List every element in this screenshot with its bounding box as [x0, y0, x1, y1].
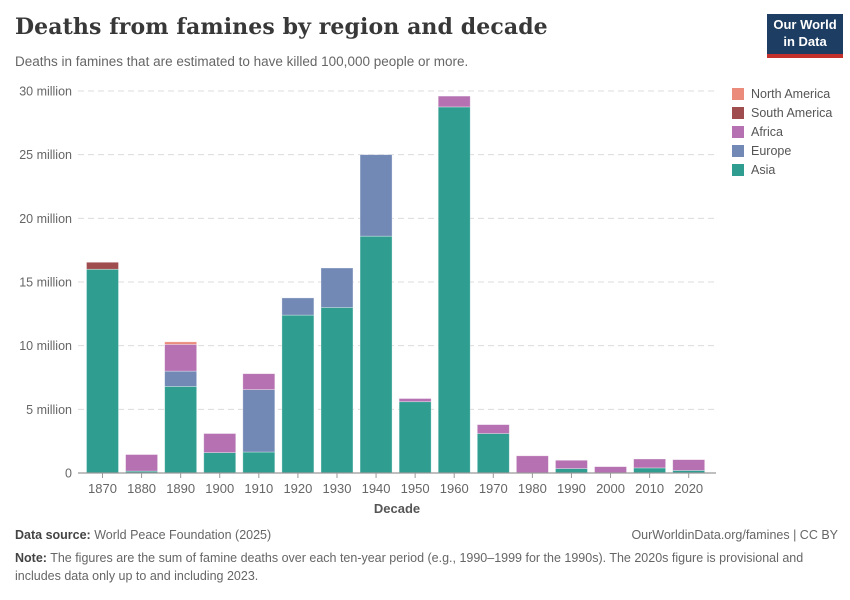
bar-segment-asia-1890[interactable]	[164, 386, 198, 474]
bar-segment-asia-1970[interactable]	[476, 433, 510, 474]
y-axis-tick-label: 20 million	[19, 212, 72, 226]
bar-segment-asia-1990[interactable]	[555, 468, 588, 474]
bar-segment-africa-1970[interactable]	[476, 424, 510, 434]
bar-segment-asia-2010[interactable]	[633, 467, 666, 474]
bar-segment-africa-1980[interactable]	[516, 455, 549, 474]
chart-note-text: The figures are the sum of famine deaths…	[15, 551, 804, 584]
owid-logo-line2: in Data	[783, 34, 827, 49]
x-axis-title: Decade	[374, 501, 420, 516]
bar-segment-africa-1880[interactable]	[125, 454, 158, 472]
x-axis-tick-label: 1880	[127, 481, 156, 496]
chart-note: Note: The figures are the sum of famine …	[15, 549, 838, 585]
legend-item-africa[interactable]: Africa	[732, 125, 832, 139]
bar-segment-asia-1950[interactable]	[398, 401, 432, 474]
x-axis-tick-label: 1910	[244, 481, 273, 496]
y-axis-tick-label: 15 million	[19, 276, 72, 290]
page-subtitle: Deaths in famines that are estimated to …	[15, 54, 469, 69]
y-axis-tick-label: 5 million	[26, 403, 72, 417]
bar-segment-africa-1990[interactable]	[555, 459, 588, 469]
bar-segment-asia-1940[interactable]	[359, 235, 393, 474]
bar-segment-africa-1960[interactable]	[437, 95, 471, 108]
x-axis-tick-label: 1930	[323, 481, 352, 496]
x-axis-tick-label: 1980	[518, 481, 547, 496]
x-axis-tick-label: 2000	[596, 481, 625, 496]
chart-footer: Data source: World Peace Foundation (202…	[15, 528, 838, 585]
y-axis-tick-label: 25 million	[19, 148, 72, 162]
legend-item-europe[interactable]: Europe	[732, 144, 832, 158]
bar-segment-africa-2000[interactable]	[594, 466, 627, 474]
x-axis-tick-label: 1920	[283, 481, 312, 496]
bar-segment-asia-1960[interactable]	[437, 106, 471, 474]
bar-segment-asia-1930[interactable]	[320, 307, 354, 474]
bar-segment-africa-1900[interactable]	[203, 433, 237, 454]
bar-segment-africa-1890[interactable]	[164, 344, 198, 372]
legend-label: South America	[751, 106, 833, 120]
bar-segment-africa-2020[interactable]	[672, 459, 706, 471]
legend-label: Europe	[751, 144, 792, 158]
legend-item-north-america[interactable]: North America	[732, 87, 832, 101]
data-source-label: Data source:	[15, 528, 91, 542]
owid-citation-link[interactable]: OurWorldinData.org/famines | CC BY	[631, 528, 838, 542]
y-axis-tick-label: 10 million	[19, 339, 72, 353]
x-axis-tick-label: 1960	[440, 481, 469, 496]
bar-segment-europe-1920[interactable]	[281, 297, 315, 316]
data-source: Data source: World Peace Foundation (202…	[15, 528, 271, 542]
x-axis-tick-label: 1970	[479, 481, 508, 496]
bar-segment-north-america-1890[interactable]	[164, 341, 198, 345]
bar-segment-africa-1950[interactable]	[398, 398, 432, 403]
bar-segment-europe-1910[interactable]	[242, 389, 276, 453]
bar-segment-africa-1910[interactable]	[242, 373, 276, 390]
legend-swatch-icon	[732, 126, 744, 138]
owid-logo: Our World in Data	[767, 14, 843, 58]
x-axis-tick-label: 1890	[166, 481, 195, 496]
x-axis-tick-label: 1950	[401, 481, 430, 496]
chart-legend: North America South America Africa Europe As…	[732, 87, 832, 177]
chart-note-label: Note:	[15, 551, 47, 565]
x-axis-tick-label: 2020	[674, 481, 703, 496]
bar-segment-south-america-1870[interactable]	[86, 261, 119, 270]
bar-segment-asia-1900[interactable]	[203, 452, 237, 474]
page-title: Deaths from famines by region and decade	[15, 14, 548, 40]
x-axis-tick-label: 2010	[635, 481, 664, 496]
legend-item-asia[interactable]: Asia	[732, 163, 832, 177]
owid-logo-line1: Our World	[773, 17, 837, 33]
bar-segment-africa-2010[interactable]	[633, 458, 666, 469]
bar-segment-europe-1890[interactable]	[164, 370, 198, 387]
legend-label: Asia	[751, 163, 776, 177]
legend-swatch-icon	[732, 107, 744, 119]
legend-swatch-icon	[732, 145, 744, 157]
legend-item-south-america[interactable]: South America	[732, 106, 832, 120]
bar-segment-asia-1910[interactable]	[242, 451, 276, 474]
x-axis-tick-label: 1990	[557, 481, 586, 496]
bar-segment-asia-1870[interactable]	[86, 268, 119, 474]
legend-swatch-icon	[732, 88, 744, 100]
x-axis-tick-label: 1940	[362, 481, 391, 496]
data-source-text: World Peace Foundation (2025)	[90, 528, 272, 542]
legend-label: Africa	[751, 125, 783, 139]
bar-segment-europe-1930[interactable]	[320, 267, 354, 308]
y-axis-tick-label: 0	[65, 467, 72, 481]
bar-segment-europe-1940[interactable]	[359, 154, 393, 237]
x-axis-tick-label: 1870	[88, 481, 117, 496]
x-axis-tick-label: 1900	[205, 481, 234, 496]
bar-segment-asia-1920[interactable]	[281, 314, 315, 474]
legend-label: North America	[751, 87, 831, 101]
legend-swatch-icon	[732, 164, 744, 176]
y-axis-tick-label: 30 million	[19, 85, 72, 99]
